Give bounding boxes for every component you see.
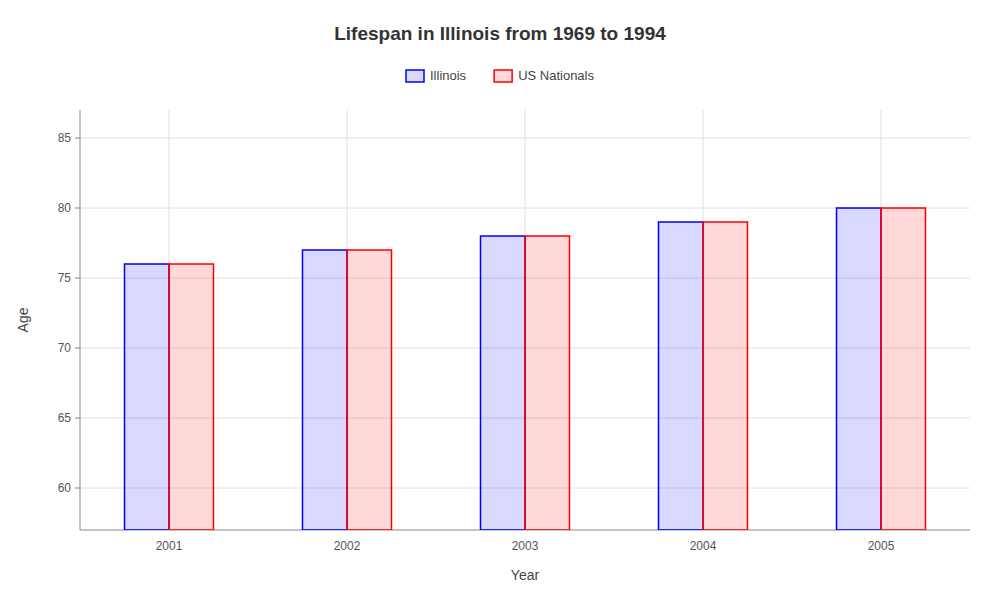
y-tick xyxy=(75,278,80,279)
legend: Illinois US Nationals xyxy=(406,68,594,83)
legend-item: US Nationals xyxy=(494,68,594,83)
legend-label: US Nationals xyxy=(518,68,594,83)
y-tick-label: 80 xyxy=(58,201,72,215)
y-axis-label: Age xyxy=(15,307,31,332)
y-tick-label: 60 xyxy=(58,481,72,495)
x-tick-label: 2002 xyxy=(334,539,361,553)
bar xyxy=(881,208,926,530)
x-axis-label: Year xyxy=(511,567,540,583)
title: Lifespan in Illinois from 1969 to 1994 xyxy=(334,23,666,44)
bar xyxy=(481,236,526,530)
bar xyxy=(169,264,214,530)
bar xyxy=(303,250,348,530)
y-tick-label: 70 xyxy=(58,341,72,355)
y-tick xyxy=(75,488,80,489)
y-tick xyxy=(75,208,80,209)
bar xyxy=(125,264,170,530)
y-tick xyxy=(75,138,80,139)
y-tick-label: 65 xyxy=(58,411,72,425)
x-tick-label: 2003 xyxy=(512,539,539,553)
legend-label: Illinois xyxy=(430,68,467,83)
bar xyxy=(659,222,704,530)
y-tick xyxy=(75,418,80,419)
bars xyxy=(125,208,926,530)
bar xyxy=(525,236,570,530)
y-tick-label: 85 xyxy=(58,131,72,145)
x-tick-label: 2001 xyxy=(156,539,183,553)
bar xyxy=(347,250,392,530)
y-tick xyxy=(75,348,80,349)
bar xyxy=(837,208,882,530)
y-axis-line xyxy=(80,110,81,530)
legend-swatch xyxy=(494,70,512,82)
x-tick-label: 2004 xyxy=(690,539,717,553)
legend-swatch xyxy=(406,70,424,82)
legend-item: Illinois xyxy=(406,68,467,83)
bar xyxy=(703,222,748,530)
y-tick-label: 75 xyxy=(58,271,72,285)
chart: 60 65 70 75 80 85 2001 2002 2003 2004 2005 Lifespan… xyxy=(0,0,1000,600)
grid xyxy=(80,110,970,530)
x-tick-label: 2005 xyxy=(868,539,895,553)
